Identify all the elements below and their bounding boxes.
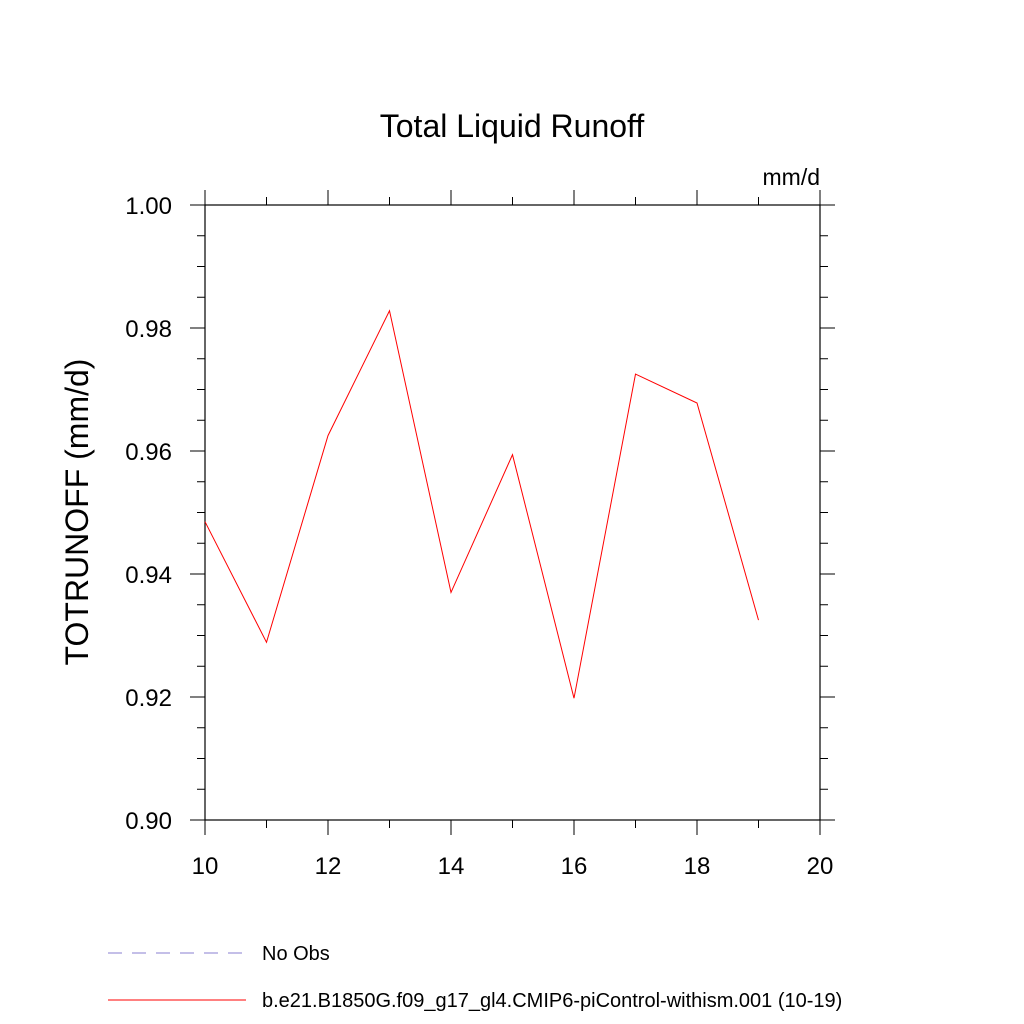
y-tick-label: 0.94 [125,562,172,589]
y-tick-label: 0.96 [125,439,172,466]
legend-label: No Obs [262,943,330,965]
x-tick-label: 20 [807,853,834,880]
legend-label: b.e21.B1850G.f09_g17_gl4.CMIP6-piControl… [262,990,842,1012]
axis-ticks [190,190,835,835]
chart-title: Total Liquid Runoff [380,108,645,144]
y-tick-label: 0.92 [125,685,172,712]
x-tick-label: 14 [438,853,465,880]
y-tick-label: 0.90 [125,808,172,835]
axis-tick-labels: 10 12 14 16 18 20 0.90 0.92 0.94 0.96 0.98 1.00 [125,193,833,880]
y-tick-label: 1.00 [125,193,172,220]
series-layer [204,309,759,699]
x-tick-label: 16 [561,853,588,880]
units-label: mm/d [763,164,821,190]
x-tick-label: 10 [192,853,219,880]
x-tick-label: 12 [315,853,342,880]
y-axis-label: TOTRUNOFF (mm/d) [59,359,95,666]
legend: No Obs b.e21.B1850G.f09_g17_gl4.CMIP6-piC… [108,943,842,1012]
series-line [204,309,759,699]
y-tick-label: 0.98 [125,316,172,343]
x-tick-label: 18 [684,853,711,880]
